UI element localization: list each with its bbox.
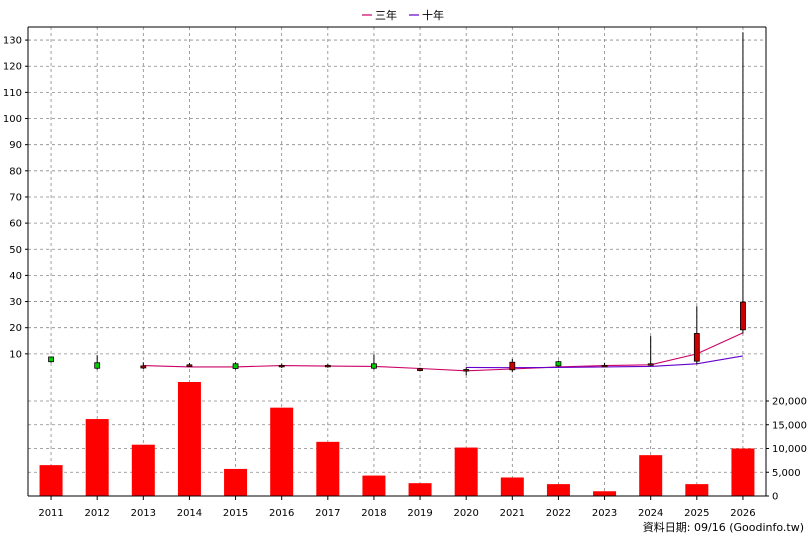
x-tick-label: 2017	[315, 508, 340, 519]
candle-body	[417, 368, 423, 371]
volume-bars	[39, 382, 755, 496]
candle-body	[647, 363, 654, 366]
x-tick-label: 2023	[592, 508, 617, 519]
x-tick-label: 2012	[84, 508, 109, 519]
price-y-tick-label: 80	[9, 166, 22, 177]
candle-body	[278, 364, 285, 368]
volume-bar	[408, 483, 432, 496]
price-y-tick-label: 110	[3, 88, 22, 99]
price-y-tick-label: 10	[9, 349, 22, 360]
volume-bar	[731, 448, 755, 496]
candlesticks	[48, 32, 746, 376]
price-y-axis-ticks: 10 20 30 40 50 60 70 80 90 100 110 120 130	[3, 36, 28, 360]
x-tick-label: 2024	[638, 508, 663, 519]
x-tick-label: 2026	[730, 508, 755, 519]
legend-label-10yr: 十年	[422, 8, 444, 22]
candle-body	[509, 361, 516, 371]
price-y-tick-label: 40	[9, 271, 22, 282]
x-tick-label: 2016	[269, 508, 294, 519]
candle-body	[601, 364, 608, 368]
candle-body	[463, 369, 470, 372]
volume-y-tick-label: 5,000	[772, 468, 801, 479]
volume-bar	[500, 477, 524, 496]
footer-source: 資料日期: 09/16 (Goodinfo.tw)	[643, 520, 804, 534]
volume-bar	[131, 444, 155, 496]
candle-body	[94, 362, 101, 369]
x-tick-label: 2020	[453, 508, 478, 519]
volume-bar	[454, 447, 478, 496]
volume-y-tick-label: 20,000	[772, 397, 807, 408]
price-y-tick-label: 50	[9, 245, 22, 256]
price-y-tick-label: 90	[9, 140, 22, 151]
volume-bar	[39, 465, 63, 496]
price-panel: 10 20 30 40 50 60 70 80 90 100 110 120 130	[3, 26, 767, 380]
price-gridlines	[28, 27, 766, 380]
candle-body	[324, 364, 331, 368]
legend-label-3yr: 三年	[375, 8, 397, 22]
x-tick-label: 2022	[546, 508, 571, 519]
candle-body	[371, 363, 377, 369]
volume-bar	[270, 407, 294, 496]
candle-body	[555, 361, 562, 367]
candle-body	[740, 301, 746, 331]
price-y-tick-label: 70	[9, 192, 22, 203]
x-tick-label: 2014	[177, 508, 202, 519]
volume-bar	[224, 468, 248, 496]
price-y-tick-label: 120	[3, 62, 22, 73]
candle-body	[48, 356, 54, 363]
x-axis-ticks: 2011 2012 2013 2014 2015 2016 2017 2018 2019 2020…	[38, 496, 756, 519]
volume-bar	[177, 382, 201, 496]
x-tick-label: 2025	[684, 508, 709, 519]
candle-body	[693, 333, 700, 362]
volume-y-axis-ticks: 0 5,000 10,000 15,000 20,000	[766, 397, 807, 503]
x-tick-label: 2013	[131, 508, 156, 519]
volume-bar	[85, 419, 109, 496]
candle-body	[232, 363, 239, 369]
volume-bar	[546, 484, 570, 496]
x-tick-label: 2015	[223, 508, 248, 519]
volume-bar	[593, 491, 617, 496]
candle-body	[140, 365, 147, 369]
volume-y-tick-label: 15,000	[772, 420, 807, 431]
volume-bar	[685, 484, 709, 496]
x-tick-label: 2011	[38, 508, 63, 519]
price-y-tick-label: 100	[3, 114, 22, 125]
legend: 三年 十年	[362, 8, 444, 22]
volume-bar	[362, 475, 386, 496]
candle-body	[186, 364, 193, 367]
volume-bar	[316, 441, 340, 496]
volume-bar	[639, 455, 663, 496]
volume-y-tick-label: 0	[772, 492, 778, 503]
x-tick-label: 2021	[500, 508, 525, 519]
price-y-tick-label: 20	[9, 323, 22, 334]
price-y-tick-label: 30	[9, 297, 22, 308]
price-y-tick-label: 130	[3, 36, 22, 47]
price-y-tick-label: 60	[9, 219, 22, 230]
price-plot-area	[28, 27, 766, 380]
x-tick-label: 2019	[407, 508, 432, 519]
volume-y-tick-label: 10,000	[772, 444, 807, 455]
average-line-三年	[143, 332, 744, 372]
x-tick-label: 2018	[361, 508, 386, 519]
